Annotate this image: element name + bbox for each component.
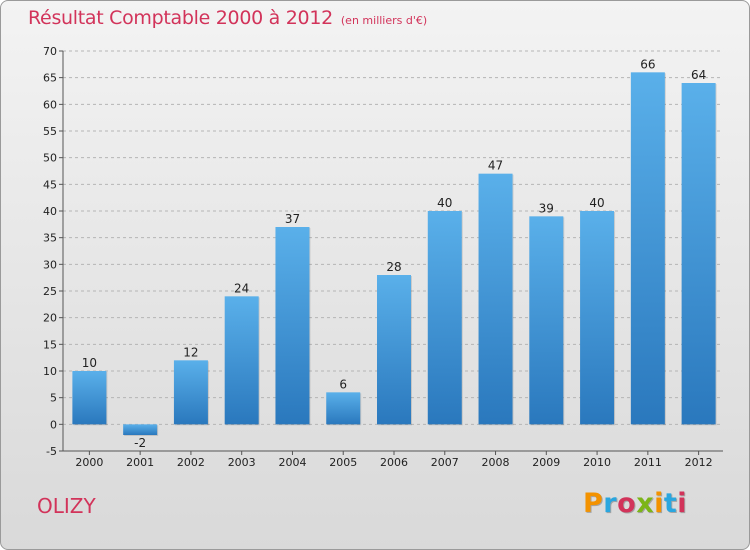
- bar: [173, 360, 208, 425]
- x-tick-label: 2012: [685, 456, 713, 469]
- y-tick-label: 5: [50, 392, 57, 405]
- x-tick-label: 2001: [126, 456, 154, 469]
- axes: -5 0 5 10 15 20 25 30 35 40 45 50 55 60 65 70 2000 2001 20…: [43, 45, 723, 469]
- x-tick-label: 2003: [228, 456, 256, 469]
- y-tick-label: 60: [43, 98, 57, 111]
- bar: [224, 296, 259, 425]
- bar-value-label: 12: [183, 345, 198, 359]
- bars: [72, 72, 717, 436]
- bar: [326, 392, 361, 425]
- x-tick-label: 2007: [431, 456, 459, 469]
- x-tick-label: 2011: [634, 456, 662, 469]
- bar-value-label: 10: [82, 356, 97, 370]
- bar-value-label: 64: [691, 68, 706, 82]
- x-tick-label: 2002: [177, 456, 205, 469]
- logo-letter: r: [603, 488, 618, 519]
- logo-letter: o: [617, 488, 637, 519]
- y-tick-label: 65: [43, 72, 57, 85]
- bar-value-label: 40: [589, 196, 604, 210]
- bar-value-label: 28: [386, 260, 401, 274]
- bar: [630, 72, 665, 425]
- y-tick-label: 15: [43, 338, 57, 351]
- y-tick-label: 70: [43, 45, 57, 58]
- x-tick-label: 2004: [278, 456, 306, 469]
- logo-letter: i: [654, 488, 664, 519]
- y-tick-label: 20: [43, 312, 57, 325]
- bar: [427, 211, 462, 425]
- bar: [478, 173, 513, 425]
- bar: [681, 83, 716, 425]
- logo-letter: x: [636, 488, 655, 519]
- x-tick-label: 2008: [482, 456, 510, 469]
- x-tick-label: 2006: [380, 456, 408, 469]
- y-tick-label: 0: [50, 418, 57, 431]
- x-tick-label: 2010: [583, 456, 611, 469]
- bar-value-label: 39: [539, 201, 554, 215]
- y-tick-label: 10: [43, 365, 57, 378]
- bar-value-label: 47: [488, 159, 503, 173]
- bar-value-label: 40: [437, 196, 452, 210]
- logo-letter: P: [583, 488, 604, 519]
- y-tick-label: 30: [43, 258, 57, 271]
- bar: [377, 275, 411, 425]
- bar: [72, 371, 107, 425]
- bar: [580, 211, 615, 425]
- bar: [275, 227, 310, 425]
- logo-letter: t: [663, 488, 678, 519]
- x-tick-label: 2000: [75, 456, 103, 469]
- y-tick-label: 40: [43, 205, 57, 218]
- x-tick-label: 2005: [329, 456, 357, 469]
- bar: [123, 424, 158, 435]
- bar-value-label: 6: [339, 377, 347, 391]
- bar-value-label: 37: [285, 212, 300, 226]
- logo-letter: i: [677, 488, 688, 519]
- place-name: OLIZY: [37, 494, 96, 518]
- y-tick-label: -5: [46, 445, 57, 458]
- x-tick-label: 2009: [532, 456, 560, 469]
- bar-value-label: 66: [640, 57, 655, 71]
- chart-title: Résultat Comptable 2000 à 2012 (en millie…: [28, 7, 427, 29]
- y-tick-label: 55: [43, 125, 57, 138]
- bar-value-label: 24: [234, 281, 249, 295]
- bar: [529, 216, 564, 425]
- proxiti-logo: Proxiti: [583, 488, 687, 519]
- bar-value-label: -2: [134, 436, 146, 450]
- y-tick-label: 50: [43, 152, 57, 165]
- y-tick-label: 35: [43, 232, 57, 245]
- y-tick-label: 25: [43, 285, 57, 298]
- data-labels: 10 -2 12 24 37 6 28 40 47 39 40 66 64: [82, 57, 707, 450]
- title-text: Résultat Comptable 2000 à 2012: [28, 7, 333, 29]
- y-tick-label: 45: [43, 178, 57, 191]
- subtitle: (en milliers d'€): [340, 14, 428, 27]
